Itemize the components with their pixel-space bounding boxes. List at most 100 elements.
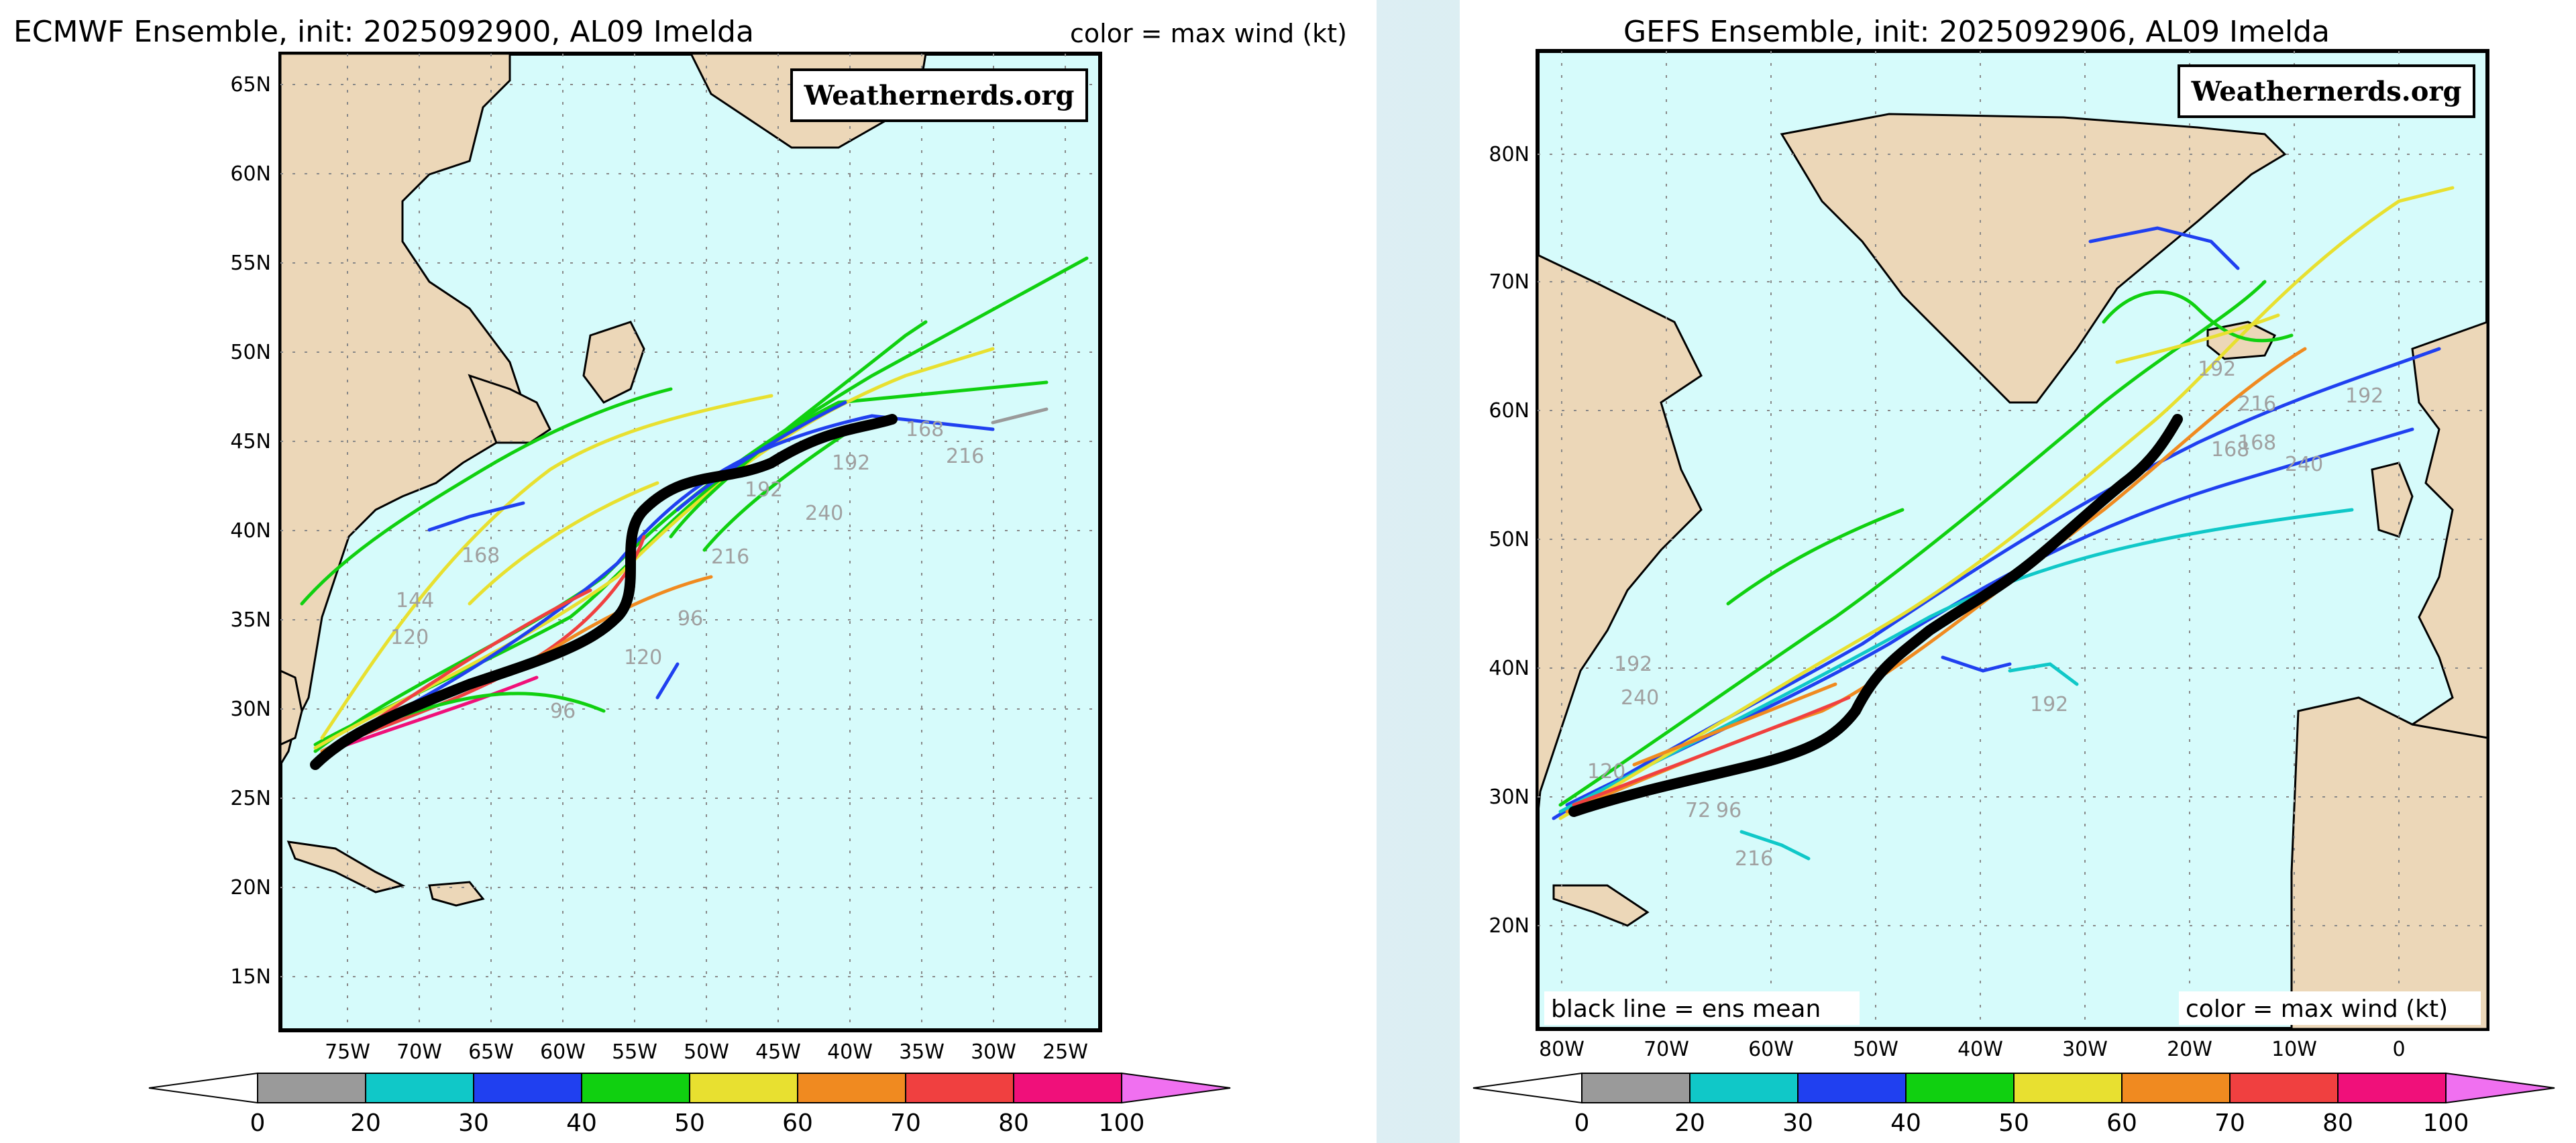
lat-label: 15N	[230, 965, 271, 989]
ecmwf-ocean	[278, 52, 1102, 1032]
colorbar-label: 20	[1674, 1109, 1705, 1137]
lon-label: 70W	[396, 1040, 442, 1064]
ecmwf-map-area: 168 120 144 96 120 216 192 240 192 216 1…	[278, 52, 1102, 1032]
gefs-hour-label: 192	[2030, 693, 2068, 716]
lat-label: 20N	[1489, 914, 1529, 938]
gefs-hour-label: 96	[1716, 799, 1741, 822]
lon-label: 65W	[468, 1040, 514, 1064]
lon-label: 75W	[325, 1040, 370, 1064]
colorbar-label: 100	[2423, 1109, 2469, 1137]
lat-label: 60N	[230, 162, 271, 186]
lat-label: 80N	[1489, 143, 1529, 166]
lat-label: 45N	[230, 430, 271, 453]
colorbar-label: 30	[1782, 1109, 1813, 1137]
gefs-watermark: Weathernerds.org	[2191, 76, 2462, 107]
ecmwf-map: 168 120 144 96 120 216 192 240 192 216 1…	[148, 52, 1231, 1137]
ecmwf-hour-label: 96	[550, 700, 576, 723]
gefs-hour-label: 240	[1621, 686, 1659, 710]
colorbar-low-arrow	[1472, 1072, 1582, 1104]
lon-label: 70W	[1644, 1038, 1689, 1061]
ecmwf-hour-label: 216	[711, 545, 749, 569]
gefs-ensemble-mean-track	[1568, 414, 2183, 817]
gefs-map-area: 192 216 240 192 120 96 72 216 168 192 19…	[1536, 49, 2489, 1031]
gefs-map: 192 216 240 192 120 96 72 216 168 192 19…	[1472, 49, 2555, 1137]
colorbar-label: 0	[250, 1109, 266, 1137]
ecmwf-hour-label: 120	[624, 646, 662, 669]
colorbar-label: 50	[674, 1109, 705, 1137]
colorbar-label: 0	[1574, 1109, 1590, 1137]
ecmwf-colorbar: 0 20 30 40 50 60 70 80 100	[148, 1072, 1231, 1137]
ecmwf-land-cuba	[286, 840, 406, 893]
colorbar-label: 50	[1998, 1109, 2029, 1137]
lon-label: 80W	[1539, 1038, 1585, 1061]
lon-label: 50W	[684, 1040, 729, 1064]
ecmwf-hour-label: 168	[462, 544, 500, 567]
gefs-hour-label: 168	[2211, 438, 2249, 461]
ecmwf-hour-label: 144	[396, 589, 434, 612]
gefs-hour-label: 72	[1685, 799, 1711, 822]
colorbar-label: 70	[890, 1109, 921, 1137]
gefs-hour-label: 240	[2285, 453, 2323, 476]
ecmwf-ensemble-tracks	[300, 256, 1089, 753]
lon-label: 25W	[1042, 1040, 1088, 1064]
lat-label: 50N	[1489, 528, 1529, 551]
lon-label: 40W	[1957, 1038, 2003, 1061]
colorbar-label: 40	[566, 1109, 597, 1137]
gefs-panel: GEFS Ensemble, init: 2025092906, AL09 Im…	[1460, 0, 2576, 1143]
lon-label: 60W	[540, 1040, 586, 1064]
lon-label: 30W	[971, 1040, 1016, 1064]
gefs-hour-label: 216	[2238, 392, 2276, 416]
colorbar-label: 60	[782, 1109, 813, 1137]
gefs-watermark-box	[2178, 64, 2475, 118]
gefs-hour-labels: 192 216 240 192 120 96 72 216 168 192 19…	[1587, 358, 2383, 871]
colorbar-label: 80	[998, 1109, 1029, 1137]
gefs-colorbar: 0 20 30 40 50 60 70 80 100	[1472, 1072, 2555, 1137]
lon-label: 20W	[2167, 1038, 2212, 1061]
ecmwf-watermark: Weathernerds.org	[804, 80, 1075, 111]
colorbar-label: 60	[2106, 1109, 2137, 1137]
ecmwf-hour-label: 192	[832, 451, 870, 475]
ecmwf-land-hispaniola	[428, 881, 485, 907]
ecmwf-hour-label: 168	[906, 418, 944, 441]
ecmwf-lat-labels: 65N 60N 55N 50N 45N 40N 35N 30N 25N 20N …	[230, 73, 271, 989]
gefs-land-north-america	[1536, 253, 1703, 819]
gefs-lat-labels: 80N 70N 60N 50N 40N 30N 20N	[1489, 143, 1529, 938]
gefs-mean-legend: black line = ens mean	[1551, 995, 1821, 1023]
gefs-hour-label: 192	[2345, 384, 2383, 408]
lat-label: 35N	[230, 608, 271, 632]
gefs-hour-label: 216	[1735, 847, 1773, 871]
lat-label: 50N	[230, 341, 271, 364]
colorbar-low-arrow	[148, 1072, 258, 1104]
colorbar-label: 30	[458, 1109, 489, 1137]
gefs-land-cuba	[1552, 884, 1650, 927]
ecmwf-land-newfoundland	[582, 321, 645, 404]
ecmwf-land-nova-scotia	[468, 374, 551, 444]
lat-label: 40N	[1489, 657, 1529, 680]
lat-label: 60N	[1489, 399, 1529, 423]
gefs-land-greenland	[1780, 113, 2287, 404]
lon-label: 60W	[1748, 1038, 1794, 1061]
ecmwf-lon-labels: 75W 70W 65W 60W 55W 50W 45W 40W 35W 30W …	[325, 1040, 1088, 1064]
lon-label: 30W	[2062, 1038, 2108, 1061]
colorbar-label: 80	[2322, 1109, 2353, 1137]
gefs-land-uk	[2371, 461, 2414, 538]
lat-label: 30N	[1489, 785, 1529, 809]
gefs-mean-legend-box	[1544, 991, 1860, 1025]
gefs-title: GEFS Ensemble, init: 2025092906, AL09 Im…	[1623, 15, 2330, 49]
ecmwf-hour-label: 192	[745, 478, 783, 502]
ecmwf-hour-label: 240	[805, 502, 843, 525]
ecmwf-hour-label: 216	[946, 445, 984, 468]
gefs-hour-label: 192	[1614, 653, 1652, 676]
lat-label: 25N	[230, 787, 271, 810]
gefs-hour-label: 192	[2198, 358, 2236, 381]
ecmwf-ensemble-mean-track	[310, 414, 898, 770]
lat-label: 65N	[230, 73, 271, 97]
gefs-ensemble-tracks	[1552, 186, 2455, 861]
ecmwf-land-north-america	[279, 52, 525, 769]
lon-label: 45W	[755, 1040, 801, 1064]
lat-label: 30N	[230, 698, 271, 721]
colorbar-label: 100	[1099, 1109, 1145, 1137]
lat-label: 55N	[230, 252, 271, 275]
lon-label: 40W	[827, 1040, 873, 1064]
ecmwf-hour-label: 96	[678, 607, 703, 631]
